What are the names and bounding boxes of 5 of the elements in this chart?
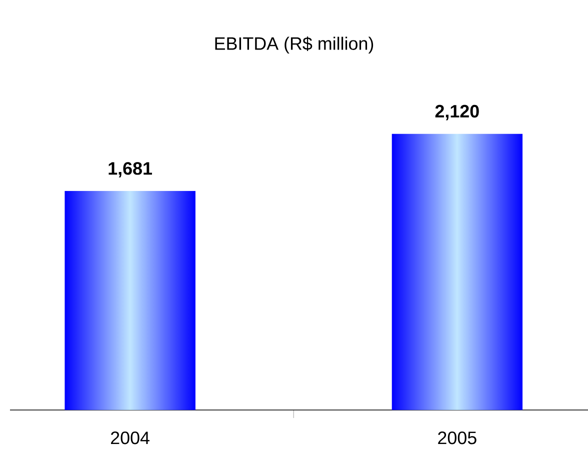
x-tick-label: 2005 (438, 432, 476, 444)
chart-title: EBITDA (R$ million) (215, 36, 374, 54)
data-label: 2,120 (435, 104, 479, 120)
x-tick-label: 2004 (111, 432, 150, 444)
data-label: 1,681 (108, 162, 152, 178)
